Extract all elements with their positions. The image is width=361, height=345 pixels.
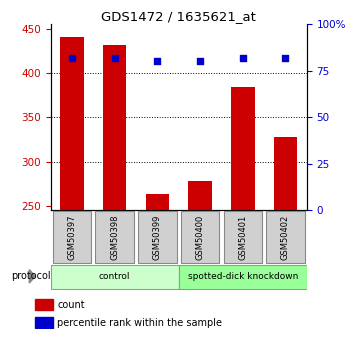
Text: control: control <box>99 272 130 281</box>
Text: GSM50400: GSM50400 <box>196 215 205 260</box>
Bar <box>35 317 53 328</box>
Polygon shape <box>29 270 35 283</box>
Text: protocol: protocol <box>11 272 51 281</box>
Bar <box>95 211 134 263</box>
Text: count: count <box>57 300 85 309</box>
Bar <box>266 211 305 263</box>
Point <box>240 55 245 60</box>
Bar <box>179 265 307 288</box>
Text: GSM50401: GSM50401 <box>238 215 247 260</box>
Bar <box>231 87 255 210</box>
Text: GSM50402: GSM50402 <box>281 215 290 260</box>
Text: GSM50398: GSM50398 <box>110 215 119 260</box>
Point <box>197 59 203 64</box>
Text: spotted-dick knockdown: spotted-dick knockdown <box>188 272 298 281</box>
Text: GSM50397: GSM50397 <box>68 215 77 260</box>
Text: percentile rank within the sample: percentile rank within the sample <box>57 318 222 327</box>
Bar <box>51 265 179 288</box>
Bar <box>60 38 84 210</box>
Bar <box>274 137 297 210</box>
Bar <box>35 299 53 310</box>
Point <box>283 55 288 60</box>
Text: GSM50399: GSM50399 <box>153 215 162 260</box>
Bar <box>145 194 169 210</box>
Bar <box>181 211 219 263</box>
Point <box>69 55 75 60</box>
Point <box>155 59 160 64</box>
Bar <box>138 211 177 263</box>
Point <box>112 55 118 60</box>
Bar <box>53 211 91 263</box>
Bar <box>103 45 126 210</box>
Bar <box>188 181 212 210</box>
Title: GDS1472 / 1635621_at: GDS1472 / 1635621_at <box>101 10 256 23</box>
Bar <box>223 211 262 263</box>
